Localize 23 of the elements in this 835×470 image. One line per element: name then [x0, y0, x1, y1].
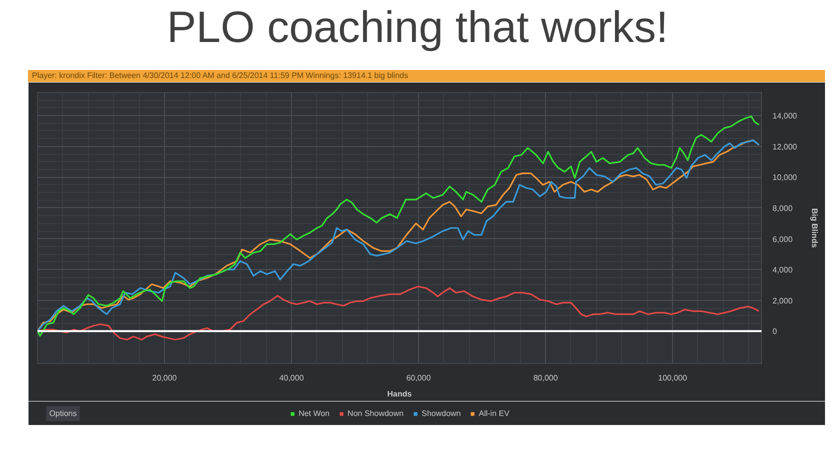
legend-label: Non Showdown	[348, 408, 404, 418]
chart-title: PLO coaching that works!	[166, 2, 668, 54]
x-tick-label: 80,000	[533, 374, 558, 382]
y-tick-label: 12,000	[772, 142, 798, 152]
y-axis-title: Big Blinds	[810, 208, 819, 248]
legend-label: All-in EV	[478, 408, 510, 418]
legend-label: Net Won	[298, 408, 330, 418]
y-tick-label: 4,000	[772, 266, 794, 275]
x-axis-title: Hands	[387, 390, 412, 398]
y-tick-label: 0	[772, 327, 778, 336]
x-tick-label: 100,000	[658, 374, 688, 382]
x-tick-label: 60,000	[406, 374, 432, 382]
legend-label: Showdown	[422, 408, 461, 418]
chart-subtitle: Player: krondix Filter: Between 4/30/2014 12:00 AM and 6/25/2014 11:59 PM Winnings: 13914.1 big blinds	[32, 70, 408, 82]
x-tick-label: 20,000	[152, 374, 178, 382]
y-tick-label: 2,000	[772, 296, 794, 306]
y-tick-label: 10,000	[772, 173, 798, 182]
y-tick-label: 14,000	[772, 112, 798, 121]
y-tick-label: 8,000	[772, 204, 794, 213]
line-series	[38, 286, 760, 340]
x-tick-label: 40,000	[279, 374, 304, 382]
y-tick-label: 6,000	[772, 234, 794, 244]
text: Options	[49, 409, 77, 418]
